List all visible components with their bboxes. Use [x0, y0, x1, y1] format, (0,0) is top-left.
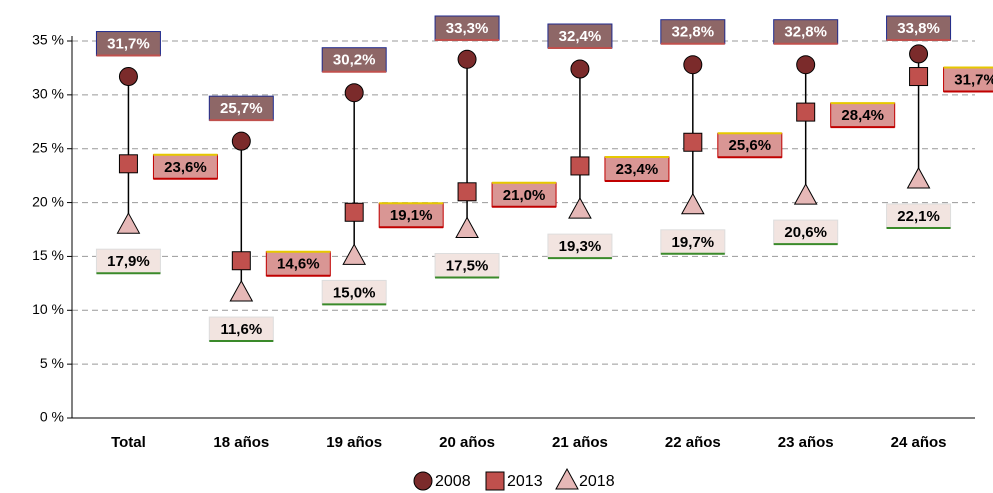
y-tick-label: 10 %	[32, 301, 64, 317]
value-label: 32,8%	[672, 24, 715, 41]
marker	[909, 67, 929, 87]
marker	[229, 280, 254, 302]
marker	[118, 67, 138, 87]
marker	[455, 216, 479, 238]
value-label: 31,7%	[954, 72, 993, 89]
y-tick-label: 25 %	[32, 139, 64, 155]
value-label-box	[491, 182, 557, 208]
value-label: 25,6%	[729, 137, 772, 154]
marker	[906, 166, 931, 189]
marker	[231, 251, 251, 271]
value-label: 14,6%	[277, 256, 320, 273]
x-tick-label: 22 años	[665, 434, 721, 451]
value-label-box	[95, 248, 161, 274]
legend-label: 2018	[579, 473, 615, 490]
value-label-box	[547, 233, 613, 259]
marker	[485, 471, 505, 491]
marker	[457, 49, 477, 69]
value-label-box	[886, 15, 952, 41]
marker	[909, 44, 929, 64]
value-label: 19,3%	[559, 238, 602, 255]
marker	[555, 467, 579, 490]
x-tick-label: 24 años	[891, 434, 947, 451]
marker	[796, 55, 816, 75]
y-tick-label: 35 %	[32, 32, 64, 48]
value-label-box	[434, 15, 500, 41]
marker	[231, 131, 251, 151]
value-label: 15,0%	[333, 284, 376, 301]
value-label-box	[660, 19, 726, 45]
value-label: 22,1%	[897, 208, 940, 225]
x-tick-label: 19 años	[326, 434, 382, 451]
marker	[342, 243, 367, 265]
value-label-box	[717, 132, 783, 158]
legend-label: 2013	[507, 473, 543, 490]
value-label: 33,8%	[897, 20, 940, 37]
value-label-box	[830, 102, 896, 128]
marker	[793, 183, 818, 205]
marker	[457, 182, 477, 202]
value-label-box	[886, 203, 952, 229]
x-tick-label: 20 años	[439, 434, 495, 451]
marker	[796, 102, 816, 122]
marker	[568, 197, 592, 219]
value-label: 32,8%	[784, 24, 827, 41]
marker	[683, 132, 703, 152]
value-label-box	[321, 279, 387, 305]
marker	[680, 192, 705, 215]
value-label: 19,1%	[390, 207, 433, 224]
value-label: 17,9%	[107, 253, 150, 270]
y-tick-label: 5 %	[40, 355, 64, 371]
value-label: 32,4%	[559, 28, 602, 45]
value-label-box	[434, 253, 500, 278]
value-label: 30,2%	[333, 52, 376, 69]
value-label: 19,7%	[672, 234, 715, 251]
value-label: 28,4%	[841, 107, 884, 124]
marker	[570, 156, 590, 176]
marker	[683, 55, 703, 75]
value-label: 20,6%	[784, 224, 827, 241]
legend-label: 2008	[435, 473, 471, 490]
value-label: 33,3%	[446, 20, 489, 37]
value-label-box	[152, 154, 218, 180]
value-label-box	[773, 19, 839, 45]
value-label-box	[604, 156, 670, 182]
value-label-box	[547, 23, 613, 49]
x-tick-label: Total	[111, 434, 146, 451]
value-label-box	[95, 31, 161, 57]
value-label: 11,6%	[220, 321, 262, 338]
value-label: 25,7%	[220, 100, 263, 117]
marker	[344, 202, 364, 222]
y-tick-label: 30 %	[32, 86, 64, 102]
x-tick-label: 23 años	[778, 434, 834, 451]
value-label: 17,5%	[446, 257, 489, 274]
value-label: 31,7%	[107, 36, 150, 53]
value-label-box	[208, 95, 274, 121]
value-label: 21,0%	[503, 187, 546, 204]
marker	[570, 59, 590, 79]
value-label-box	[321, 47, 387, 73]
marker	[344, 83, 364, 103]
value-label: 23,4%	[616, 161, 659, 178]
marker	[118, 154, 138, 174]
x-tick-label: 21 años	[552, 434, 608, 451]
x-tick-label: 18 años	[213, 434, 269, 451]
value-label: 23,6%	[164, 159, 207, 176]
value-label-box	[208, 316, 274, 342]
y-tick-label: 0 %	[40, 409, 64, 425]
marker	[116, 212, 141, 234]
value-label-box	[660, 229, 726, 255]
marker	[413, 471, 433, 491]
y-tick-label: 15 %	[32, 247, 64, 263]
y-tick-label: 20 %	[32, 193, 64, 209]
